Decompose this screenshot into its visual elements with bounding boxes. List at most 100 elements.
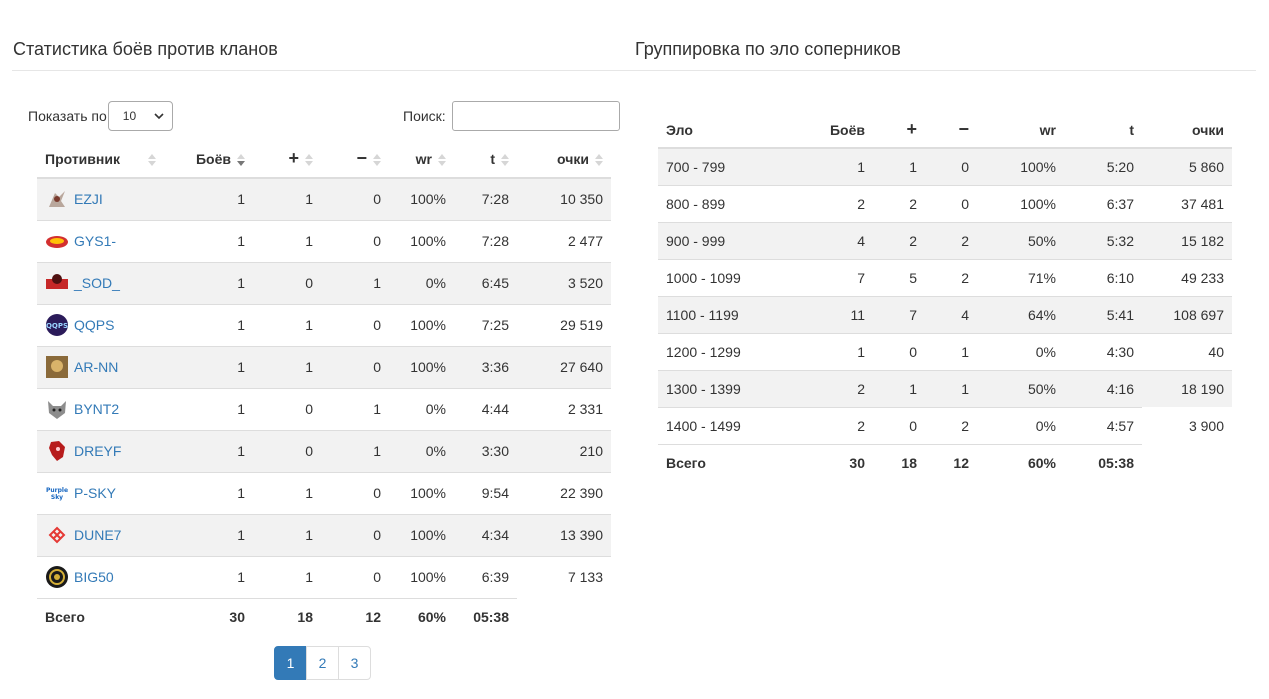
clan-row: _SOD_ 1 0 1 0% 6:45 3 520 bbox=[37, 261, 611, 304]
page-1-button[interactable]: 1 bbox=[274, 646, 307, 680]
elo-group-title: Группировка по эло соперников bbox=[635, 39, 901, 59]
battles-cell: 1 bbox=[177, 303, 253, 346]
opponent-cell: BYNT2 bbox=[37, 387, 177, 430]
clan-link[interactable]: BIG50 bbox=[74, 569, 114, 585]
points-cell: 22 390 bbox=[517, 471, 611, 514]
elo-wr-cell: 0% bbox=[977, 332, 1064, 370]
battles-cell: 1 bbox=[177, 429, 253, 472]
elo-table: Эло Боёв + − wr t очки 700 - 799 1 1 0 100% 5… bbox=[658, 112, 1232, 481]
opponent-cell: GYS1- bbox=[37, 219, 177, 262]
points-cell: 3 520 bbox=[517, 261, 611, 304]
elo-losses-cell: 1 bbox=[925, 369, 977, 407]
clan-link[interactable]: GYS1- bbox=[74, 233, 117, 249]
elo-wins-cell: 1 bbox=[873, 147, 925, 185]
elo-range-cell: 700 - 799 bbox=[658, 147, 798, 185]
wins-cell: 1 bbox=[253, 513, 321, 556]
points-cell: 29 519 bbox=[517, 303, 611, 346]
battles-cell: 1 bbox=[177, 177, 253, 220]
elo-wr-cell: 50% bbox=[977, 221, 1064, 259]
wr-cell: 100% bbox=[389, 303, 454, 346]
clan-link[interactable]: DUNE7 bbox=[74, 527, 122, 543]
wins-cell: 0 bbox=[253, 429, 321, 472]
elo-losses-cell: 4 bbox=[925, 295, 977, 333]
sod-logo-icon bbox=[45, 271, 69, 295]
sort-icon bbox=[147, 153, 156, 166]
clan-link[interactable]: BYNT2 bbox=[74, 401, 120, 417]
clan-row: GYS1- 1 1 0 100% 7:28 2 477 bbox=[37, 219, 611, 262]
elo-total-time: 05:38 bbox=[1064, 443, 1142, 481]
chevron-down-icon bbox=[154, 113, 164, 120]
points-cell: 2 331 bbox=[517, 387, 611, 430]
sort-icon bbox=[438, 153, 446, 166]
losses-cell: 1 bbox=[321, 387, 389, 430]
elo-battles-cell: 1 bbox=[798, 332, 873, 370]
sort-icon bbox=[501, 153, 509, 166]
elo-points-cell: 5 860 bbox=[1142, 147, 1232, 185]
wr-cell: 100% bbox=[389, 219, 454, 262]
elo-points-cell: 108 697 bbox=[1142, 295, 1232, 333]
clan-row: BIG50 1 1 0 100% 6:39 7 133 bbox=[37, 555, 611, 598]
clan-row: QQPS QQPS 1 1 0 100% 7:25 29 519 bbox=[37, 303, 611, 346]
page-3-button[interactable]: 3 bbox=[338, 646, 371, 680]
page-length-select[interactable]: 10 bbox=[107, 101, 173, 131]
elo-losses-cell: 0 bbox=[925, 184, 977, 222]
col-opponent[interactable]: Противник bbox=[37, 140, 177, 179]
svg-text:Sky: Sky bbox=[51, 494, 63, 501]
elo-row: 700 - 799 1 1 0 100% 5:20 5 860 bbox=[658, 147, 1232, 185]
battles-cell: 1 bbox=[177, 345, 253, 388]
sort-icon bbox=[305, 154, 313, 167]
search-input[interactable] bbox=[451, 101, 620, 131]
big50-logo-icon bbox=[45, 565, 69, 589]
elo-time-cell: 6:37 bbox=[1064, 184, 1142, 222]
col-losses[interactable]: − bbox=[321, 140, 389, 179]
losses-cell: 0 bbox=[321, 177, 389, 220]
col-wins[interactable]: + bbox=[253, 140, 321, 179]
clan-link[interactable]: QQPS bbox=[74, 317, 115, 333]
col-wr[interactable]: wr bbox=[389, 140, 454, 179]
clan-link[interactable]: _SOD_ bbox=[74, 275, 120, 291]
clan-link[interactable]: AR-NN bbox=[74, 359, 119, 375]
col-elo-wins: + bbox=[873, 112, 925, 149]
battles-cell: 1 bbox=[177, 261, 253, 304]
elo-battles-cell: 2 bbox=[798, 369, 873, 407]
elo-total-label: Всего bbox=[658, 443, 798, 481]
opponent-cell: EZJI bbox=[37, 177, 177, 220]
elo-battles-cell: 7 bbox=[798, 258, 873, 296]
points-cell: 13 390 bbox=[517, 513, 611, 556]
time-cell: 4:44 bbox=[454, 387, 517, 430]
clan-row: AR-NN 1 1 0 100% 3:36 27 640 bbox=[37, 345, 611, 388]
elo-points-cell: 49 233 bbox=[1142, 258, 1232, 296]
elo-wins-cell: 2 bbox=[873, 184, 925, 222]
elo-total-points-empty bbox=[1142, 444, 1232, 481]
page-length-label: Показать по bbox=[28, 108, 107, 124]
header-divider bbox=[12, 70, 1256, 71]
battles-cell: 1 bbox=[177, 219, 253, 262]
col-points[interactable]: очки bbox=[517, 140, 611, 179]
col-battles[interactable]: Боёв bbox=[177, 140, 253, 179]
points-cell: 27 640 bbox=[517, 345, 611, 388]
battles-cell: 1 bbox=[177, 471, 253, 514]
time-cell: 4:34 bbox=[454, 513, 517, 556]
time-cell: 7:28 bbox=[454, 219, 517, 262]
clan-row: Purple Sky P-SKY 1 1 0 100% 9:54 22 390 bbox=[37, 471, 611, 514]
clan-link[interactable]: DREYF bbox=[74, 443, 122, 459]
col-time[interactable]: t bbox=[454, 140, 517, 179]
elo-wr-cell: 0% bbox=[977, 406, 1064, 444]
elo-wr-cell: 100% bbox=[977, 184, 1064, 222]
wins-cell: 1 bbox=[253, 177, 321, 220]
elo-points-cell: 40 bbox=[1142, 332, 1232, 370]
clan-link[interactable]: EZJI bbox=[74, 191, 103, 208]
ar-nn-logo-icon bbox=[45, 355, 69, 379]
opponent-cell: BIG50 bbox=[37, 555, 177, 598]
svg-text:Purple: Purple bbox=[46, 487, 68, 494]
clan-link[interactable]: P-SKY bbox=[74, 485, 117, 501]
elo-points-cell: 3 900 bbox=[1188, 417, 1224, 434]
col-elo-time: t bbox=[1064, 112, 1142, 149]
losses-cell: 0 bbox=[321, 303, 389, 346]
svg-text:QQPS: QQPS bbox=[46, 322, 68, 330]
elo-time-cell: 5:32 bbox=[1064, 221, 1142, 259]
page-2-button[interactable]: 2 bbox=[306, 646, 339, 680]
elo-wins-cell: 0 bbox=[873, 332, 925, 370]
col-elo: Эло bbox=[658, 112, 798, 149]
total-time: 05:38 bbox=[454, 597, 517, 636]
